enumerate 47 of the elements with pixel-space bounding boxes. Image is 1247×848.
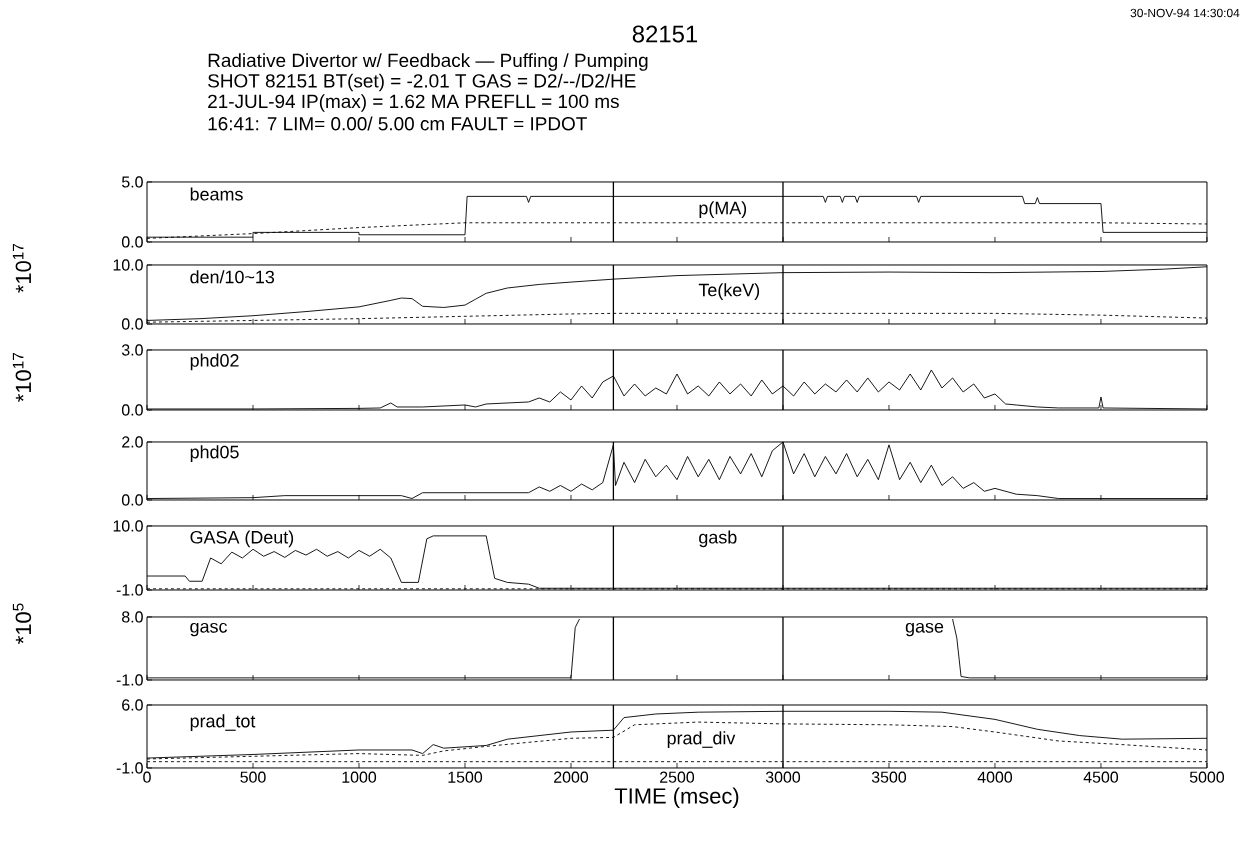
text: SHOT 82151 BT(set) = -2.01 T GAS = D2/--/D2/HE bbox=[208, 73, 636, 92]
chart-title: 82151 bbox=[632, 25, 698, 43]
y-tick-label: 0.0 bbox=[121, 318, 143, 330]
text: 30-NOV-94 14:30:04 bbox=[1130, 8, 1240, 18]
y-tick-label: 5.0 bbox=[121, 176, 143, 188]
y-axis-title: *10$^{5}$ bbox=[12, 603, 32, 644]
x-tick-label: 0 bbox=[143, 771, 151, 783]
x-axis-title: TIME (msec) bbox=[614, 787, 739, 809]
legend-label: den/10~13 bbox=[190, 270, 275, 284]
x-tick-label: 3000 bbox=[765, 771, 801, 783]
x-tick-label: 3500 bbox=[871, 771, 907, 783]
y-axis-title: *10$^{17}$ bbox=[12, 353, 32, 402]
y-tick-label: 10.0 bbox=[113, 259, 143, 271]
legend-label: phd05 bbox=[190, 445, 239, 462]
legend-label: beams bbox=[190, 187, 243, 201]
y-tick-label: 2.0 bbox=[122, 436, 143, 448]
y-tick-label: 0.0 bbox=[121, 404, 143, 416]
x-tick-label: 2500 bbox=[660, 771, 695, 783]
y-axis-title: *10$^{17}$ bbox=[12, 243, 32, 293]
y-tick-label: 3.0 bbox=[121, 344, 143, 356]
chart-subtitle: Radiative Divertor w/ Feedback — Puffing / Pumping bbox=[208, 53, 648, 71]
y-tick-label: -1.0 bbox=[116, 762, 143, 774]
y-tick-label: -1.0 bbox=[116, 584, 143, 596]
y-tick-label: 6.0 bbox=[122, 699, 143, 711]
series-label: Te(keV) bbox=[698, 283, 760, 300]
y-tick-label: 0.0 bbox=[121, 236, 143, 248]
y-tick-label: 10.0 bbox=[113, 520, 143, 532]
legend-label: phd02 bbox=[190, 353, 239, 371]
x-tick-label: 5000 bbox=[1189, 771, 1225, 783]
series-label: GASA (Deut) bbox=[190, 530, 294, 548]
text: gasc bbox=[190, 622, 228, 637]
text: 21-JUL-94 IP(max) = 1.62 MA PREFLL = 100 ms bbox=[208, 94, 619, 112]
x-tick-label: 2000 bbox=[554, 771, 589, 783]
series-label: p(MA) bbox=[699, 201, 747, 218]
x-tick-label: 500 bbox=[240, 771, 266, 783]
series-label: prad_div bbox=[667, 731, 736, 748]
x-tick-label: 4500 bbox=[1083, 771, 1119, 783]
y-tick-label: 8.0 bbox=[122, 611, 143, 623]
text: 16:41: 7 LIM= 0.00/ 5.00 cm FAULT = IPDOT bbox=[208, 116, 587, 131]
y-tick-label: 0.0 bbox=[121, 494, 143, 506]
series-label: gase bbox=[905, 622, 944, 637]
x-tick-label: 4000 bbox=[977, 771, 1013, 783]
text: gasb bbox=[699, 530, 737, 548]
x-tick-label: 1000 bbox=[342, 771, 377, 783]
x-tick-label: 1500 bbox=[448, 771, 483, 783]
y-tick-label: -1.0 bbox=[116, 674, 143, 686]
series-label: prad_tot bbox=[190, 714, 256, 731]
